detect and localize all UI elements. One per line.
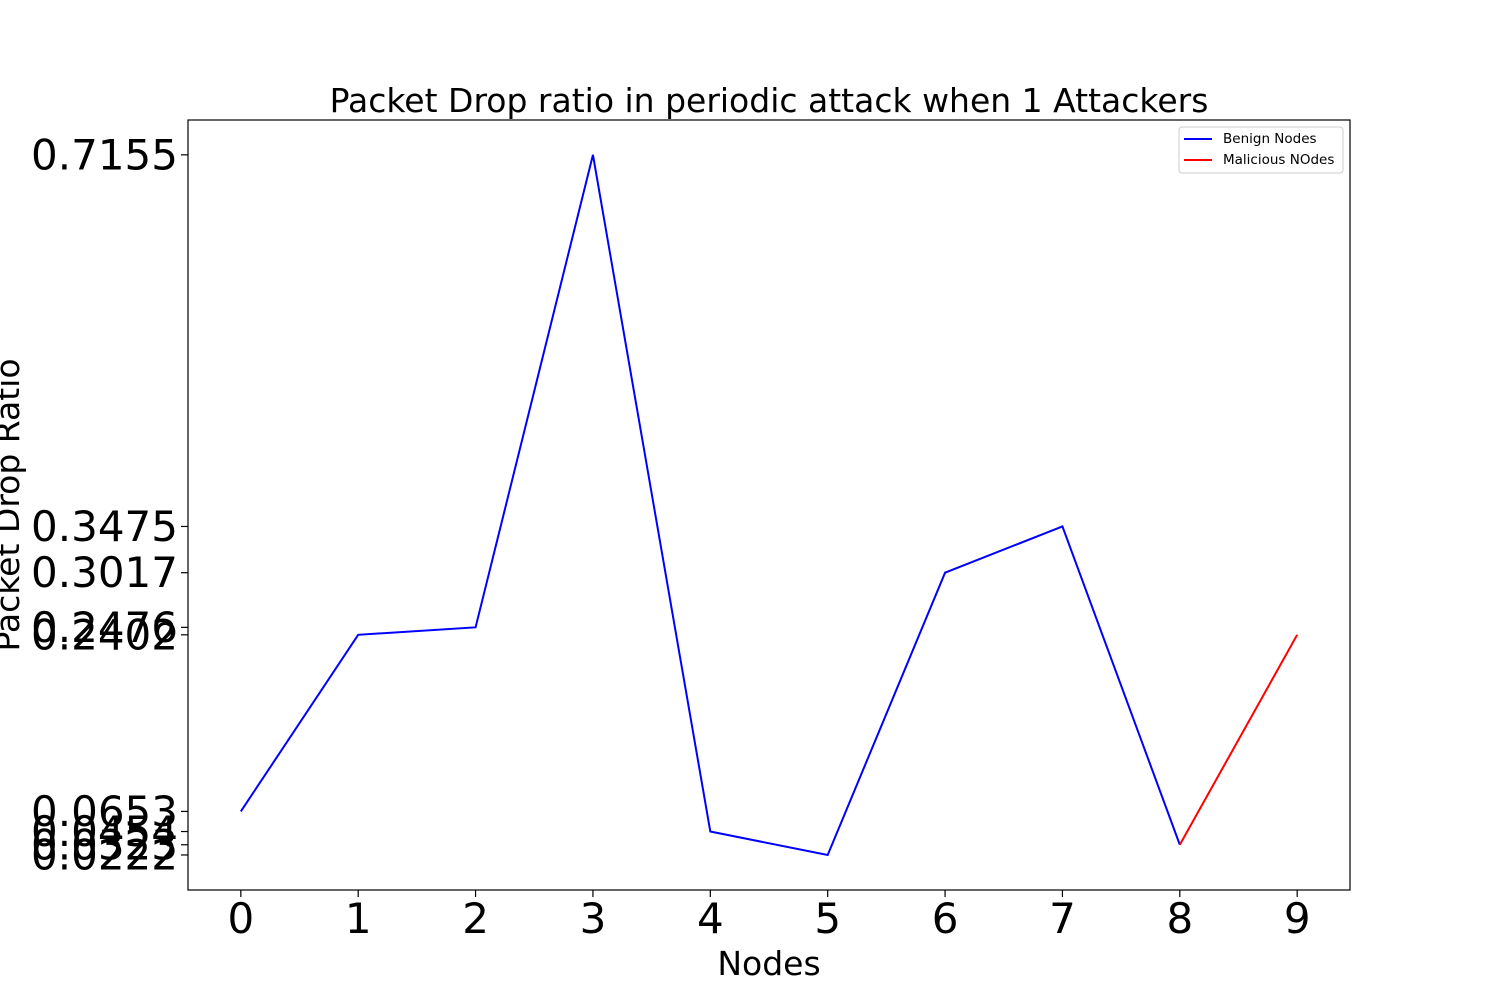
x-tick-label: 6 bbox=[932, 894, 959, 943]
y-tick-label: 0.0222 bbox=[31, 830, 178, 879]
y-tick-label: 0.0454 bbox=[31, 807, 178, 856]
x-tick-label: 0 bbox=[227, 894, 254, 943]
x-tick-label: 5 bbox=[814, 894, 841, 943]
y-axis-label: Packet Drop Ratio bbox=[0, 358, 27, 651]
x-tick-label: 1 bbox=[345, 894, 372, 943]
x-tick-label: 9 bbox=[1284, 894, 1311, 943]
legend-label-0: Benign Nodes bbox=[1223, 131, 1317, 147]
legend-label-1: Malicious NOdes bbox=[1223, 152, 1334, 168]
y-tick-label: 0.3017 bbox=[31, 548, 178, 597]
x-tick-label: 3 bbox=[580, 894, 607, 943]
x-tick-label: 8 bbox=[1166, 894, 1193, 943]
series-line-1 bbox=[1178, 634, 1299, 846]
legend-entries: Benign Nodes Malicious NOdes bbox=[1184, 131, 1334, 168]
y-tick-label: 0.2476 bbox=[31, 603, 178, 652]
x-tick-label: 4 bbox=[697, 894, 724, 943]
x-axis-ticks: 0 1 2 3 4 5 6 7 8 9 bbox=[227, 890, 1311, 943]
legend: Benign Nodes Malicious NOdes bbox=[1178, 126, 1344, 174]
series-line-0 bbox=[239, 154, 1181, 857]
y-tick-label: 0.2402 bbox=[31, 610, 178, 659]
y-tick-label: 0.0323 bbox=[31, 820, 178, 869]
plot-area-frame bbox=[187, 119, 1351, 891]
legend-box bbox=[1178, 126, 1344, 174]
x-tick-label: 2 bbox=[462, 894, 489, 943]
y-tick-label: 0.7155 bbox=[31, 130, 178, 179]
chart-title: Packet Drop ratio in periodic attack whe… bbox=[330, 81, 1209, 120]
x-tick-label: 7 bbox=[1049, 894, 1076, 943]
y-tick-label: 0.3475 bbox=[31, 502, 178, 551]
x-axis-label: Nodes bbox=[717, 944, 820, 983]
y-tick-label: 0.0653 bbox=[31, 787, 178, 836]
series-layer bbox=[239, 154, 1299, 857]
